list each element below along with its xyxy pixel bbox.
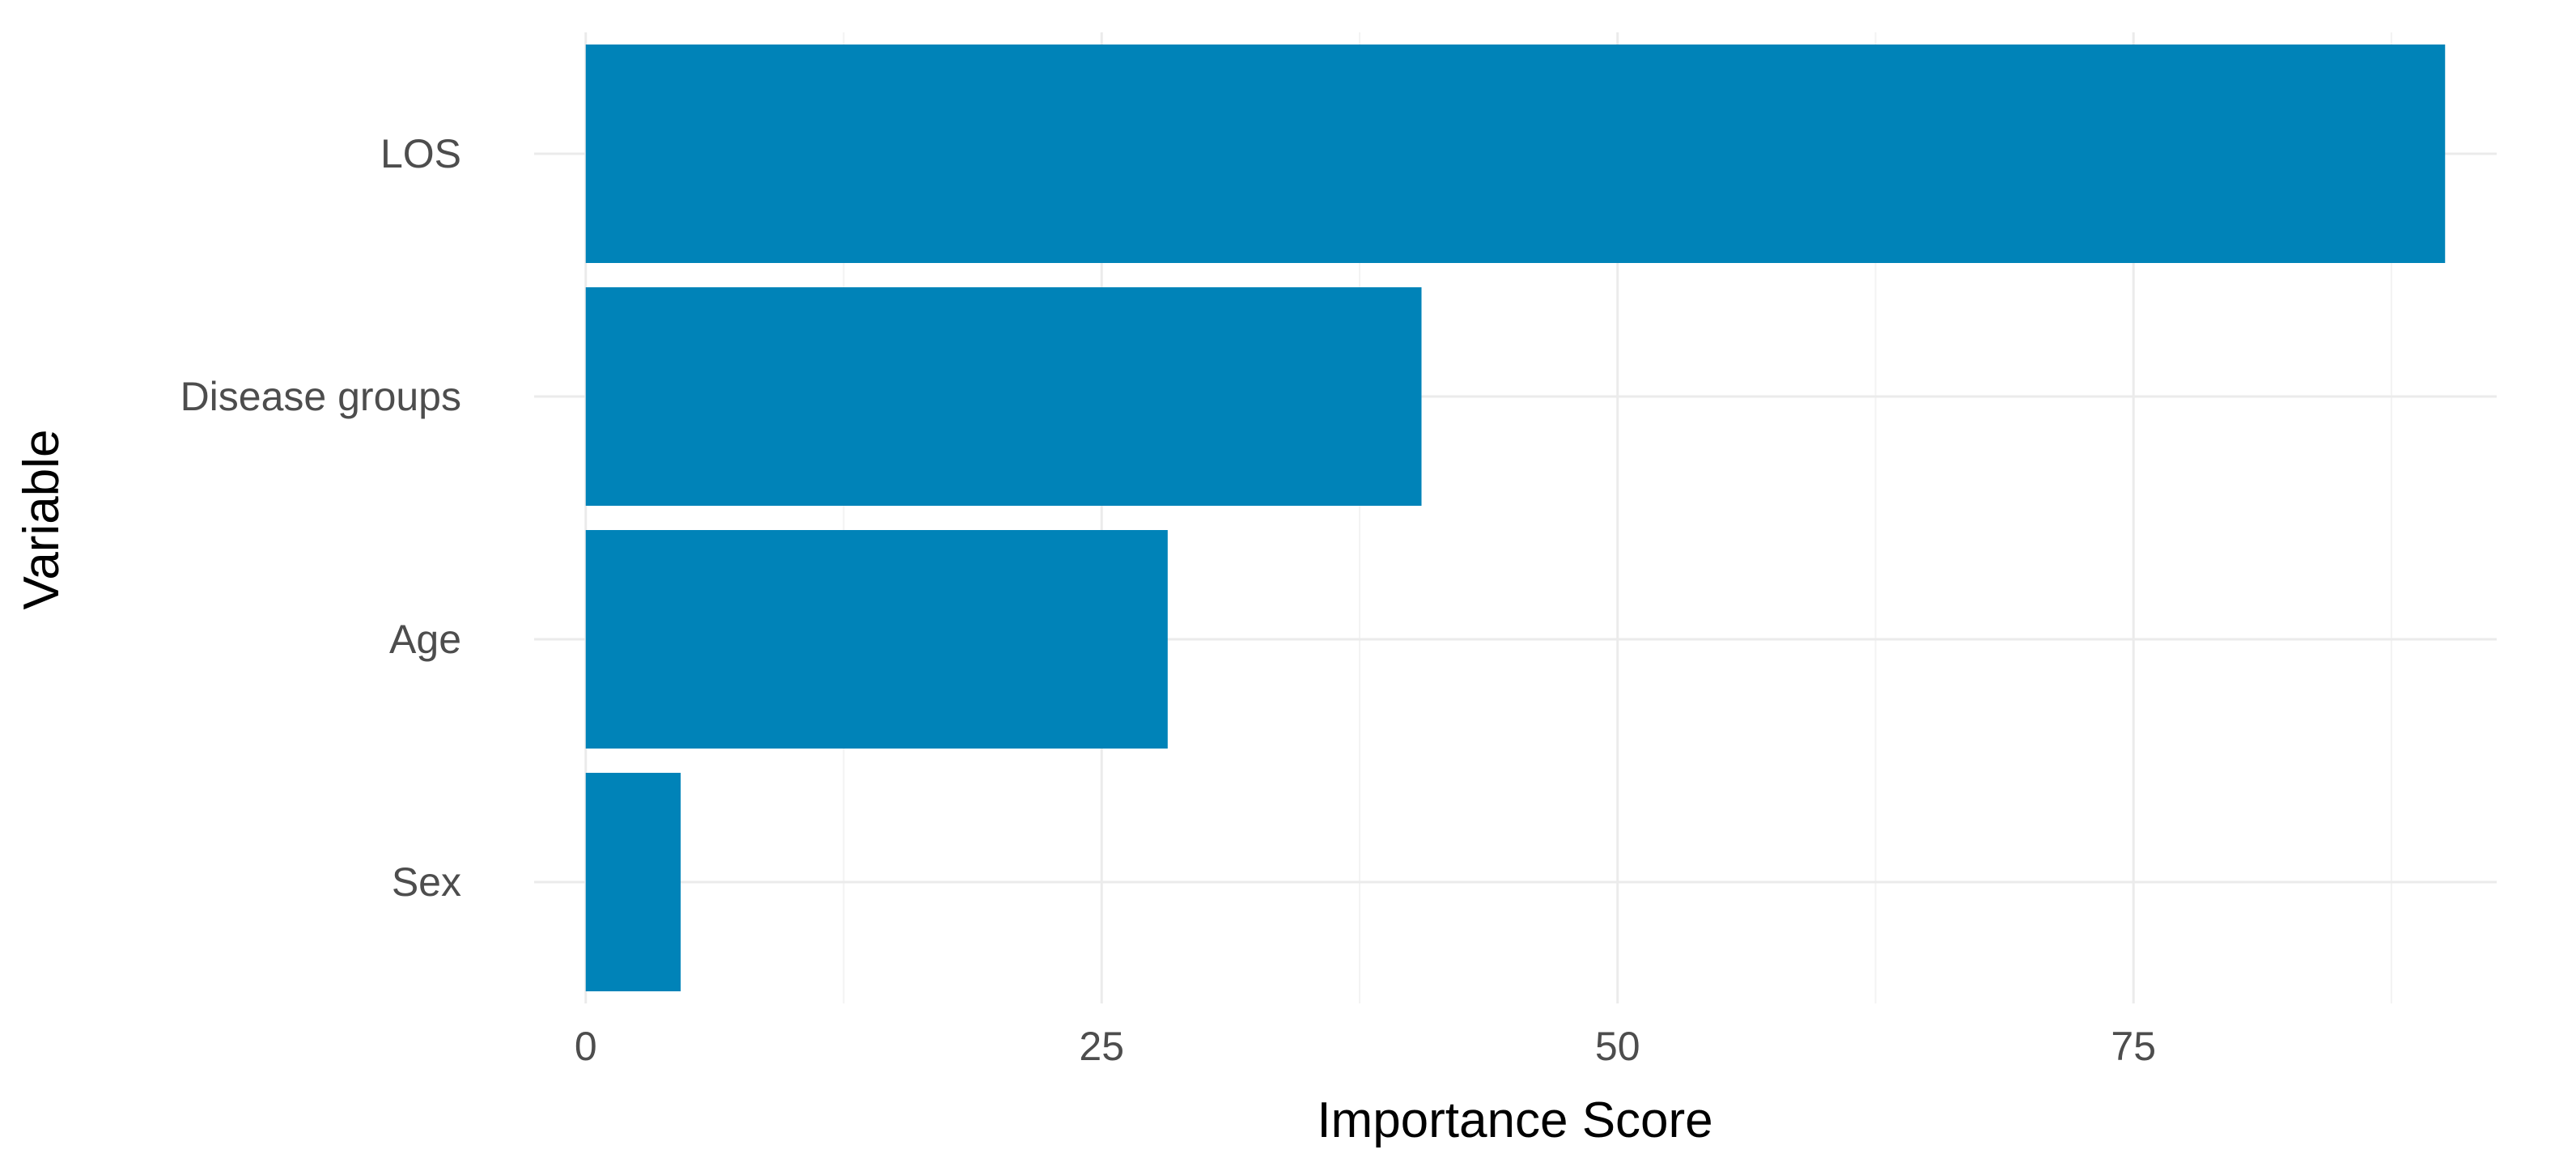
x-tick-label: 25	[1079, 1024, 1124, 1069]
x-tick-label: 75	[2111, 1024, 2156, 1069]
y-tick-label: Sex	[392, 859, 461, 905]
y-tick-label: Disease groups	[180, 374, 461, 419]
bar-disease-groups	[585, 287, 1422, 506]
x-tick-label: 50	[1595, 1024, 1640, 1069]
x-axis-title: Importance Score	[1317, 1092, 1712, 1148]
bar-age	[585, 530, 1168, 749]
x-tick-labels: 0 25 50 75	[575, 1024, 2156, 1069]
bars-layer	[585, 45, 2446, 991]
y-tick-label: LOS	[380, 131, 461, 176]
bar-los	[585, 45, 2446, 263]
y-axis-title: Variable	[14, 430, 70, 610]
bar-sex	[585, 773, 681, 991]
x-tick-label: 0	[575, 1024, 597, 1069]
y-tick-labels: LOS Disease groups Age Sex	[180, 131, 461, 905]
y-tick-label: Age	[389, 617, 461, 662]
